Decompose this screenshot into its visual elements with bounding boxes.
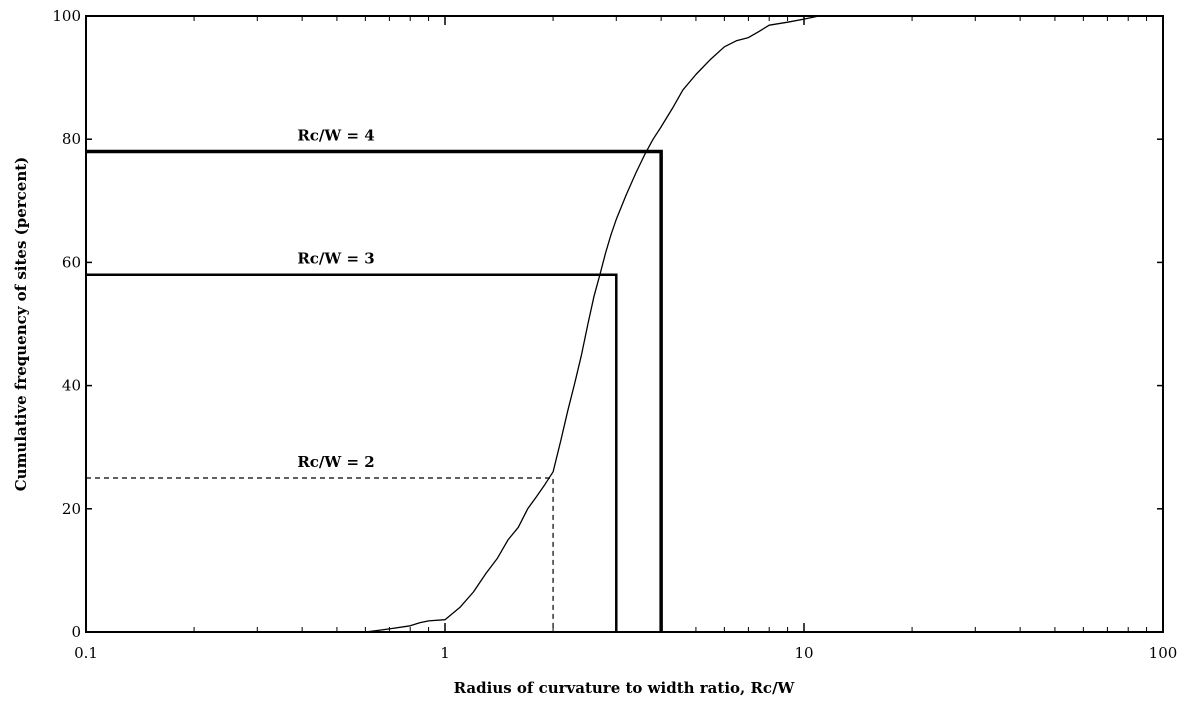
reference-lines — [86, 149, 663, 632]
y-tick-label: 100 — [52, 7, 81, 25]
x-axis-title: Radius of curvature to width ratio, Rc/W — [454, 679, 796, 697]
y-tick-label: 80 — [62, 130, 81, 148]
reference-line — [86, 273, 618, 632]
reference-label: Rc/W = 2 — [297, 453, 374, 471]
y-tick-label: 20 — [62, 500, 81, 518]
reference-label: Rc/W = 4 — [297, 127, 374, 145]
reference-label: Rc/W = 3 — [297, 250, 374, 268]
reference-line — [86, 477, 554, 632]
series-layer — [365, 15, 1163, 633]
x-tick-label: 0.1 — [74, 644, 98, 662]
annotations: Rc/W = 2 Rc/W = 3 Rc/W = 4 — [297, 127, 374, 471]
plot-area-frame — [85, 15, 1164, 633]
x-tick-label: 100 — [1149, 644, 1178, 662]
axis-ticks: 0 20 40 60 80 100 0.1 1 10 100 — [52, 7, 1177, 662]
y-tick-label: 40 — [62, 377, 81, 395]
y-axis-title: Cumulative frequency of sites (percent) — [12, 157, 30, 492]
series-line — [365, 15, 1163, 633]
y-tick-label: 0 — [71, 623, 81, 641]
y-tick-label: 60 — [62, 253, 81, 271]
x-tick-label: 10 — [794, 644, 813, 662]
reference-line — [86, 149, 663, 632]
x-tick-label: 1 — [440, 644, 450, 662]
